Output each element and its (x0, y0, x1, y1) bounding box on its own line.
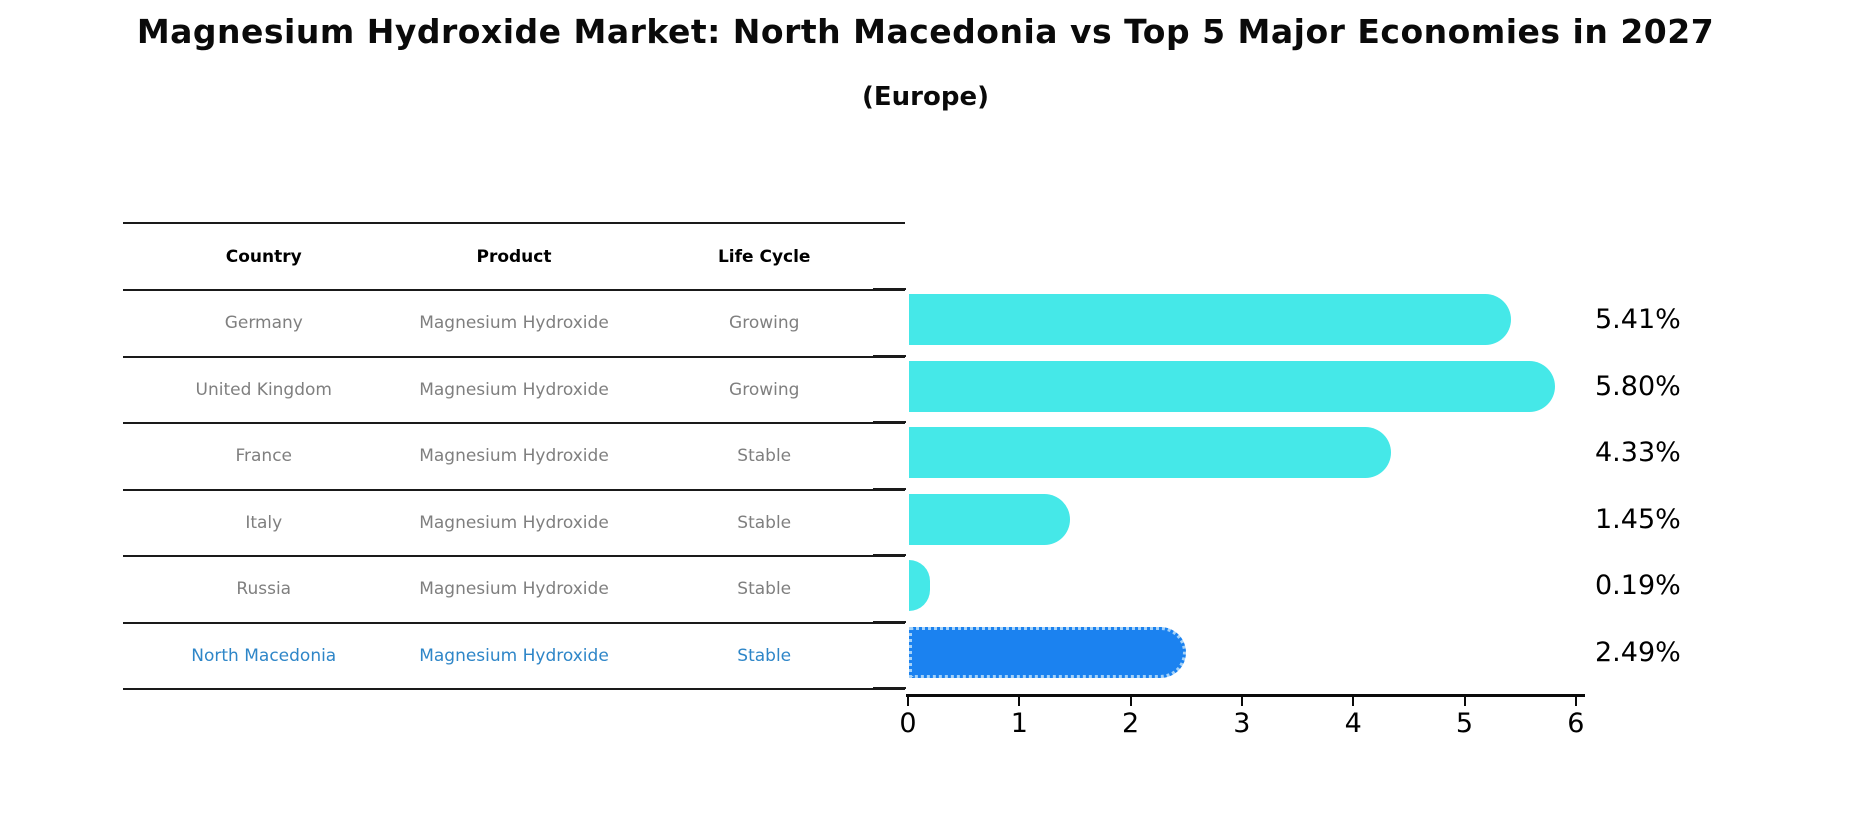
bar-united-kingdom (909, 360, 1555, 412)
value-label-germany: 5.41% (1595, 304, 1681, 336)
bar-north-macedonia (909, 626, 1187, 678)
cell-country: Italy (245, 512, 283, 533)
cell-country: Russia (236, 579, 292, 600)
x-axis-tick (1463, 696, 1466, 706)
cell-product: Magnesium Hydroxide (419, 446, 609, 467)
cell-product: Magnesium Hydroxide (419, 313, 609, 334)
bar-italy (909, 493, 1071, 545)
x-tick-label-6: 6 (1567, 708, 1585, 739)
table-body: Germany Magnesium Hydroxide Growing United … (123, 291, 905, 690)
x-axis-tick (1352, 696, 1355, 706)
cell-product: Magnesium Hydroxide (419, 579, 609, 600)
cell-product: Magnesium Hydroxide (419, 512, 609, 533)
bar-germany (909, 294, 1512, 346)
x-tick-label-1: 1 (1010, 708, 1028, 739)
cell-life-cycle: Stable (737, 645, 792, 666)
bar-france (909, 427, 1391, 479)
cell-country: France (235, 446, 293, 467)
value-label-united-kingdom: 5.80% (1595, 370, 1681, 402)
cell-country: North Macedonia (191, 645, 337, 666)
table-row-north-macedonia: North Macedonia Magnesium Hydroxide Stable (123, 624, 905, 690)
x-tick-label-3: 3 (1233, 708, 1251, 739)
cell-life-cycle: Growing (729, 313, 800, 334)
cell-life-cycle: Stable (737, 512, 792, 533)
table-row-france: France Magnesium Hydroxide Stable (123, 424, 905, 491)
column-header-country: Country (225, 246, 302, 267)
bar-russia (909, 560, 931, 612)
column-header-product: Product (476, 246, 552, 267)
x-tick-label-2: 2 (1122, 708, 1140, 739)
x-axis-tick (1240, 696, 1243, 706)
x-axis-tick (1574, 696, 1577, 706)
table-row-germany: Germany Magnesium Hydroxide Growing (123, 291, 905, 358)
cell-life-cycle: Stable (737, 579, 792, 600)
value-label-north-macedonia: 2.49% (1595, 636, 1681, 668)
table-row-united-kingdom: United Kingdom Magnesium Hydroxide Growing (123, 358, 905, 424)
chart-title: Magnesium Hydroxide Market: North Macedo… (136, 12, 1715, 51)
x-tick-label-0: 0 (899, 708, 917, 739)
cell-product: Magnesium Hydroxide (419, 645, 609, 666)
x-tick-label-5: 5 (1455, 708, 1474, 739)
table-row-russia: Russia Magnesium Hydroxide Stable (123, 557, 905, 624)
cell-life-cycle: Growing (729, 379, 800, 400)
x-tick-label-4: 4 (1344, 708, 1362, 739)
x-axis-tick (1129, 696, 1132, 706)
cell-product: Magnesium Hydroxide (419, 379, 609, 400)
value-label-france: 4.33% (1595, 437, 1681, 469)
x-axis-tick (1018, 696, 1021, 706)
cell-country: Germany (224, 313, 303, 334)
cell-life-cycle: Stable (737, 446, 792, 467)
table-header-row: Country Product Life Cycle (123, 224, 905, 291)
value-label-russia: 0.19% (1595, 570, 1681, 602)
value-label-italy: 1.45% (1595, 503, 1681, 535)
country-table: Country Product Life Cycle Germany Magnes… (123, 222, 905, 690)
chart-subtitle: (Europe) (862, 82, 989, 112)
column-header-lifecycle: Life Cycle (717, 246, 811, 267)
x-axis-line (906, 694, 1585, 697)
x-axis-tick (907, 696, 909, 706)
table-row-italy: Italy Magnesium Hydroxide Stable (123, 491, 905, 557)
cell-country: United Kingdom (195, 379, 332, 400)
